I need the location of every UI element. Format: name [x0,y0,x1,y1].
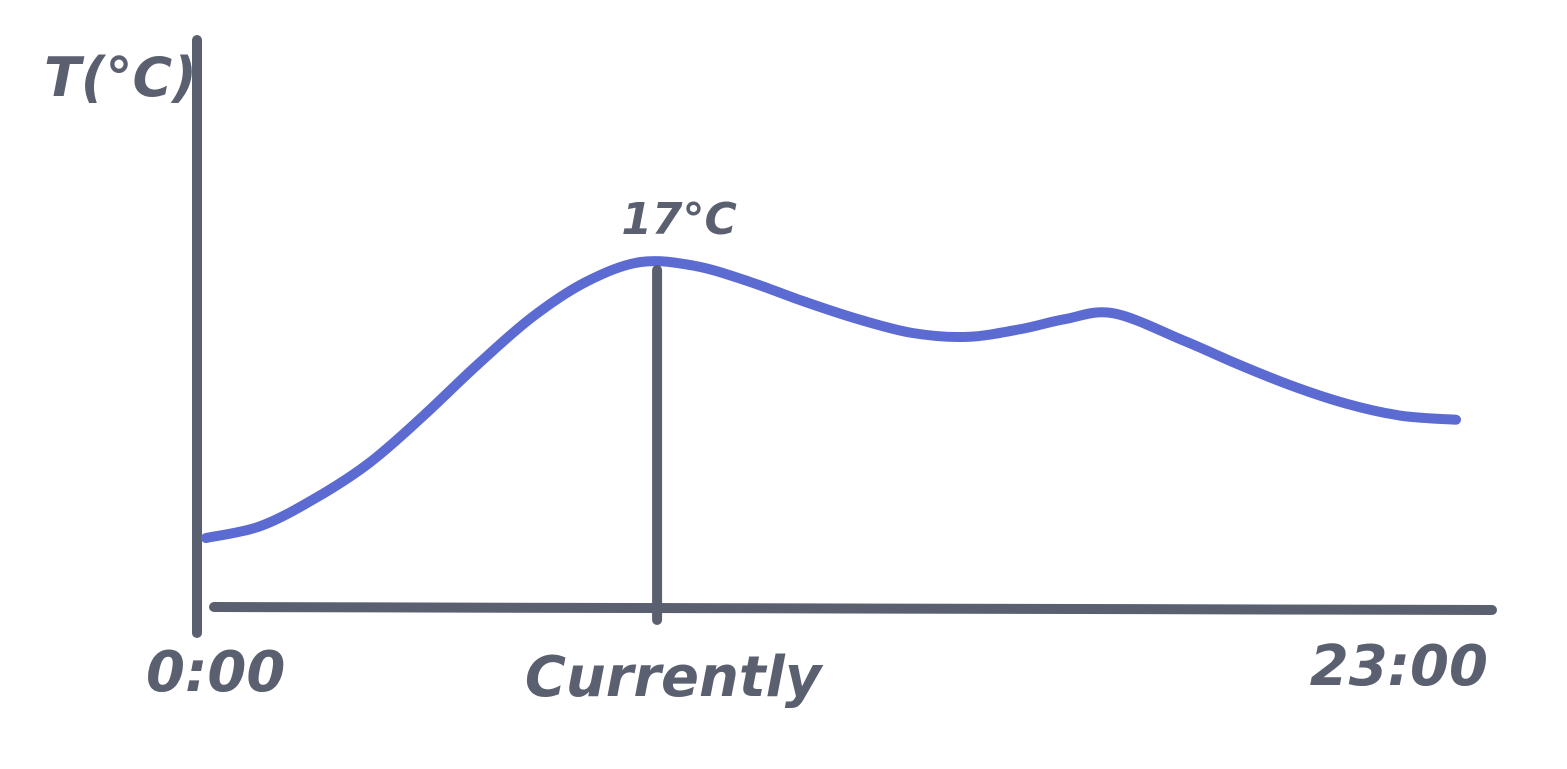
x-end-tick-label: 23:00 [1310,634,1488,699]
x-start-tick-label: 0:00 [146,640,285,705]
current-value-label: 17°C [621,194,737,245]
current-time-label: Currently [525,645,824,710]
y-axis-label: T(°C) [44,46,197,109]
series-line-temperature [201,256,1461,543]
x-axis [209,602,1497,615]
